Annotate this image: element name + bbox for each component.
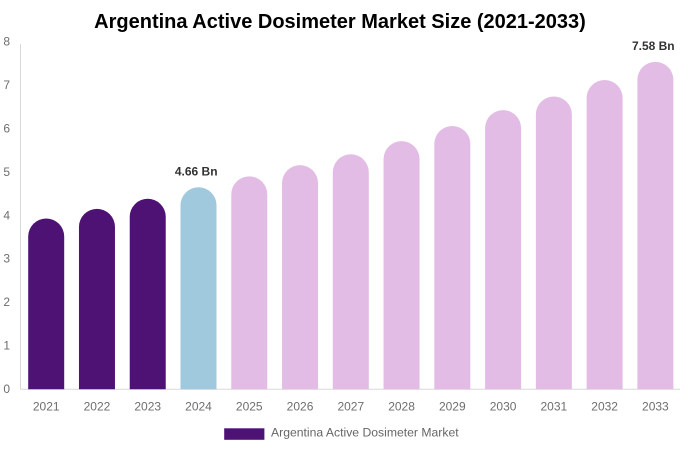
svg-text:2022: 2022: [84, 400, 111, 414]
svg-text:4.66 Bn: 4.66 Bn: [175, 165, 218, 179]
svg-text:7.58 Bn: 7.58 Bn: [632, 39, 675, 53]
svg-text:2031: 2031: [540, 400, 567, 414]
svg-text:2021: 2021: [33, 400, 60, 414]
svg-text:2: 2: [3, 295, 10, 309]
svg-text:3: 3: [3, 252, 10, 266]
svg-text:2024: 2024: [185, 400, 212, 414]
svg-text:2027: 2027: [337, 400, 364, 414]
svg-text:2028: 2028: [388, 400, 415, 414]
svg-text:7: 7: [3, 78, 10, 92]
svg-text:2030: 2030: [490, 400, 517, 414]
svg-text:2029: 2029: [439, 400, 466, 414]
svg-text:Argentina Active Dosimeter Mar: Argentina Active Dosimeter Market: [271, 426, 459, 440]
svg-text:0: 0: [3, 382, 10, 396]
svg-text:8: 8: [3, 35, 10, 49]
svg-text:2023: 2023: [134, 400, 161, 414]
svg-text:1: 1: [3, 339, 10, 353]
svg-text:Argentina Active Dosimeter Mar: Argentina Active Dosimeter Market Size (…: [94, 11, 586, 33]
svg-text:2032: 2032: [591, 400, 618, 414]
svg-text:6: 6: [3, 122, 10, 136]
svg-text:2033: 2033: [642, 400, 669, 414]
svg-text:4: 4: [3, 208, 10, 222]
svg-text:2026: 2026: [287, 400, 314, 414]
svg-text:2025: 2025: [236, 400, 263, 414]
svg-text:5: 5: [3, 165, 10, 179]
